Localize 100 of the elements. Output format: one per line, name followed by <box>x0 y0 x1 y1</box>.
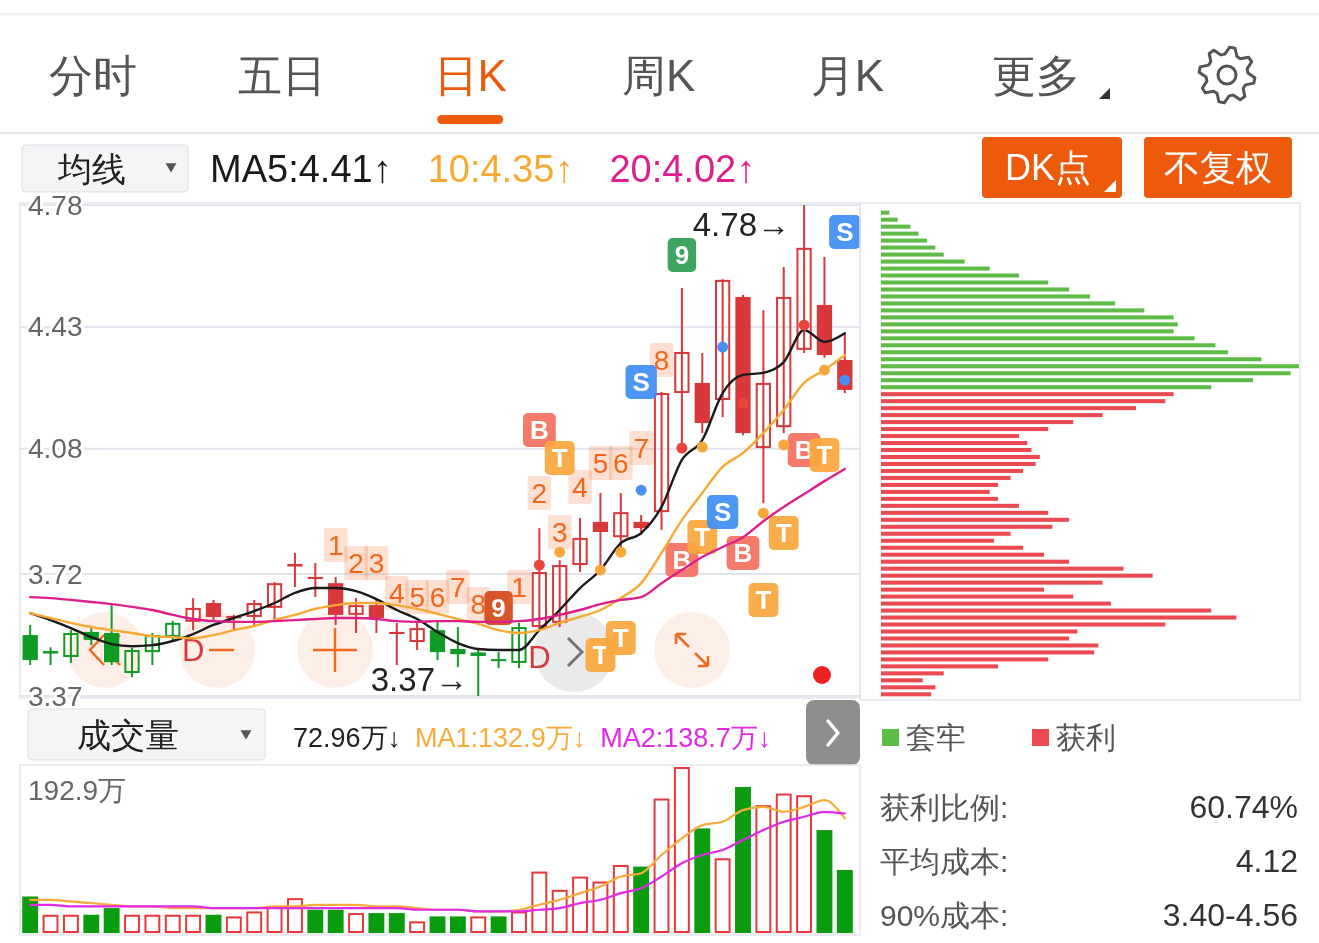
bar <box>881 350 1228 355</box>
bar <box>572 876 588 933</box>
annotation: B <box>530 415 549 446</box>
text: 更多 <box>992 51 1080 100</box>
bar <box>881 678 923 683</box>
bar <box>881 357 1262 362</box>
bar <box>881 420 1074 425</box>
bar <box>881 238 927 243</box>
bar <box>881 524 1053 529</box>
candlestick <box>776 265 792 435</box>
bar <box>881 427 1049 432</box>
bar <box>881 322 1178 327</box>
candlestick <box>552 559 568 629</box>
bar <box>881 315 1174 320</box>
point <box>717 341 729 353</box>
text: 10:4.35↑ <box>427 148 574 190</box>
bar <box>881 517 1070 522</box>
candlestick <box>470 647 486 697</box>
candlestick <box>205 598 222 622</box>
bar <box>881 287 1070 292</box>
candlestick <box>572 517 588 574</box>
bar <box>836 869 853 933</box>
bar <box>62 914 79 933</box>
candlestick <box>124 646 140 679</box>
bar <box>881 447 1032 453</box>
annotation: 9 <box>674 240 690 271</box>
candlestick <box>307 561 323 599</box>
bar <box>881 301 1116 306</box>
bar <box>881 643 1099 648</box>
bar <box>449 916 466 933</box>
annotation: T <box>592 640 609 671</box>
bar <box>881 343 1216 348</box>
text: 90%成本: <box>880 899 1009 932</box>
bar <box>881 461 1036 466</box>
candlestick <box>287 551 303 588</box>
candlestick <box>348 597 364 634</box>
bar <box>881 252 944 257</box>
text: 月K <box>810 51 885 100</box>
bar <box>881 629 1078 634</box>
bar <box>881 671 944 676</box>
text: 日K <box>433 51 507 100</box>
annotation: B <box>733 538 753 569</box>
y-tick-label: 4.08 <box>28 433 83 465</box>
point <box>594 564 606 576</box>
bar <box>881 503 1019 508</box>
bar <box>881 245 936 250</box>
bar <box>775 793 792 933</box>
bar <box>185 914 202 933</box>
annotation: T <box>551 443 568 474</box>
bar <box>881 650 1095 655</box>
bar <box>881 280 1049 285</box>
bar <box>881 622 1166 627</box>
bar <box>429 916 446 933</box>
candlestick <box>714 278 731 419</box>
bar <box>348 913 364 933</box>
bar <box>592 881 609 933</box>
annotation: 9 <box>491 593 506 624</box>
bar <box>881 336 1195 341</box>
bar <box>511 911 527 933</box>
bar <box>881 489 990 494</box>
bar <box>881 406 1136 411</box>
bar <box>796 795 813 933</box>
bar <box>490 916 507 933</box>
point <box>798 319 810 331</box>
candlestick <box>653 391 670 531</box>
text: 72.96万↓ <box>293 723 402 753</box>
point <box>818 364 830 376</box>
bar <box>881 266 990 271</box>
bar <box>755 805 772 933</box>
point <box>696 441 708 453</box>
bar <box>881 378 1254 383</box>
annotation: T <box>755 585 772 616</box>
text: 60.74% <box>1189 789 1298 825</box>
candlestick <box>165 619 181 641</box>
point <box>757 507 769 519</box>
point <box>554 546 566 558</box>
text: 平均成本: <box>880 845 1009 878</box>
bar <box>881 559 1070 564</box>
annotation: 192.9万 <box>28 775 127 806</box>
text: MA2:138.7万↓ <box>600 723 772 753</box>
bar <box>881 496 999 501</box>
bar <box>881 545 1024 550</box>
text: 分时 <box>49 51 137 100</box>
bar <box>881 531 1011 536</box>
annotation: D <box>528 640 551 675</box>
annotation: T <box>694 522 711 553</box>
bar <box>307 909 324 933</box>
bar <box>470 916 487 933</box>
bar <box>409 921 426 933</box>
y-tick-label: 3.37 <box>28 680 83 712</box>
bar <box>388 913 405 933</box>
point <box>737 397 749 409</box>
candlestick <box>450 626 466 669</box>
annotation: 3.37→ <box>370 661 468 698</box>
bar <box>327 909 344 933</box>
annotation: D <box>181 633 205 668</box>
bar <box>881 308 1145 313</box>
bar <box>881 664 999 669</box>
bar <box>881 657 1049 662</box>
bar <box>368 913 385 933</box>
